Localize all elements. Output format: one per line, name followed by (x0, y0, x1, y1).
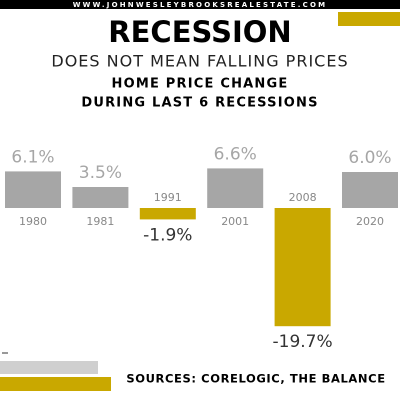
x-tick-label: 1980 (19, 215, 47, 228)
value-label: -1.9% (143, 225, 192, 245)
value-label: 3.5% (79, 163, 122, 183)
bar (274, 208, 331, 327)
x-tick-label: 1981 (86, 215, 114, 228)
chart-subtitle: DOES NOT MEAN FALLING PRICES (51, 52, 348, 71)
bar (5, 171, 61, 208)
value-label: -19.7% (273, 332, 333, 352)
decoration-bar (0, 361, 98, 374)
chart-title: RECESSION (108, 15, 291, 49)
website: WWW.JOHNWESLEYBROOKSREALESTATE.COM (73, 1, 328, 9)
bar (72, 187, 129, 208)
value-label: 6.6% (214, 144, 257, 164)
chart-heading: DURING LAST 6 RECESSIONS (81, 96, 318, 111)
decoration-bar (0, 377, 111, 391)
chart-heading: HOME PRICE CHANGE (112, 77, 289, 92)
value-label: 6.1% (11, 147, 54, 167)
bar (342, 172, 398, 208)
bar (207, 168, 264, 208)
x-tick-label: 1991 (154, 191, 182, 204)
value-label: 6.0% (348, 148, 391, 168)
decoration (2, 352, 8, 354)
bar (139, 208, 196, 220)
x-tick-label: 2001 (221, 215, 249, 228)
x-tick-label: 2020 (356, 215, 384, 228)
top-band (0, 0, 400, 9)
sources: SOURCES: CORELOGIC, THE BALANCE (126, 372, 385, 386)
accent-bar (338, 12, 400, 26)
x-tick-label: 2008 (289, 191, 317, 204)
